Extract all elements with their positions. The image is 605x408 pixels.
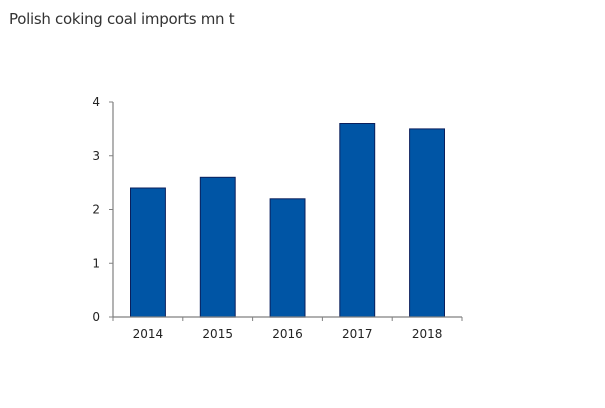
y-tick-label: 1 xyxy=(92,256,100,270)
y-tick-label: 4 xyxy=(92,95,100,109)
y-ticks-group: 0 1 2 3 4 xyxy=(92,95,113,324)
x-ticks-group: 2014 2015 2016 2017 2018 xyxy=(112,317,463,341)
x-tick-label: 2016 xyxy=(272,327,303,341)
bar-2017 xyxy=(339,123,376,318)
bars-group xyxy=(130,123,446,318)
bar-2018 xyxy=(409,128,446,318)
bar-2016 xyxy=(269,198,306,318)
chart-title: Polish coking coal imports mn t xyxy=(9,10,235,28)
bar-2015 xyxy=(199,176,236,318)
y-tick-label: 0 xyxy=(92,310,100,324)
y-tick-label: 2 xyxy=(92,203,100,217)
y-tick-label: 3 xyxy=(92,149,100,163)
x-tick-label: 2017 xyxy=(342,327,373,341)
bar-2014 xyxy=(130,187,166,318)
x-tick-label: 2018 xyxy=(412,327,443,341)
x-tick-label: 2015 xyxy=(202,327,233,341)
x-tick-label: 2014 xyxy=(133,327,164,341)
